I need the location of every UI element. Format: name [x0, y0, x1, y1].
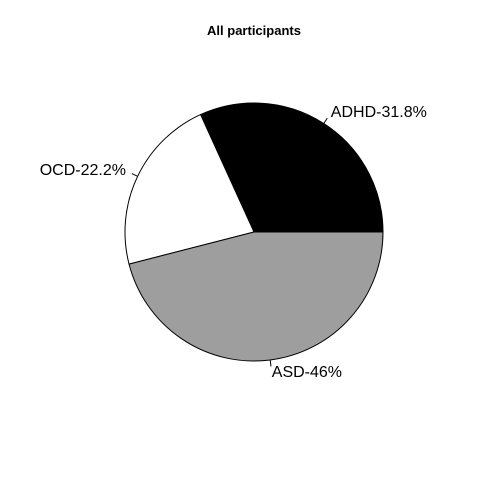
pie-label-tick-adhd [323, 117, 328, 124]
pie-label-tick-asd [269, 359, 272, 367]
pie-label-tick-ocd [131, 173, 138, 177]
pie-slice-adhd [199, 102, 384, 233]
pie-label-ocd: OCD-22.2% [40, 162, 126, 179]
pie-labels: ADHD-31.8% OCD-22.2% ASD-46% [40, 104, 427, 381]
pie-slice-ocd [124, 113, 255, 265]
chart-title: All participants [207, 23, 301, 38]
pie-label-adhd: ADHD-31.8% [331, 104, 427, 121]
pie-slices [124, 102, 384, 362]
pie-label-asd: ASD-46% [272, 364, 342, 381]
